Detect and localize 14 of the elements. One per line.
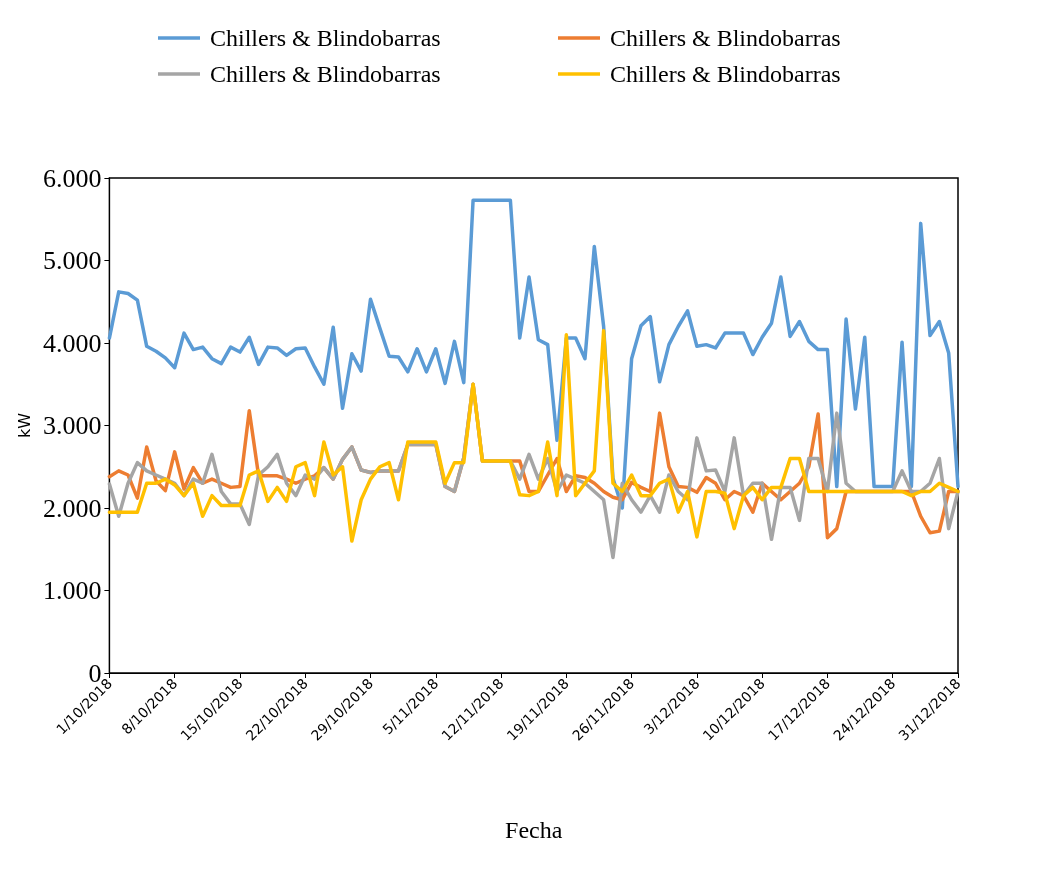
y-tick-label: 4.000 xyxy=(42,328,102,358)
x-axis-title: Fecha xyxy=(505,817,563,843)
legend-label: Chillers & Blindobarras xyxy=(210,61,441,87)
line-series xyxy=(107,198,960,510)
y-tick-label: 6.000 xyxy=(42,163,102,193)
line-series xyxy=(107,328,960,543)
legend-label: Chillers & Blindobarras xyxy=(610,61,841,87)
y-tick-label: 3.000 xyxy=(42,411,102,440)
legend-label: Chillers & Blindobarras xyxy=(210,25,441,51)
y-tick-label: 5.000 xyxy=(42,246,102,275)
y-axis-title: kW xyxy=(14,412,34,439)
legend-label: Chillers & Blindobarras xyxy=(610,25,841,51)
y-tick-label: 2.000 xyxy=(42,493,102,523)
y-tick-label: 1.000 xyxy=(42,576,102,605)
